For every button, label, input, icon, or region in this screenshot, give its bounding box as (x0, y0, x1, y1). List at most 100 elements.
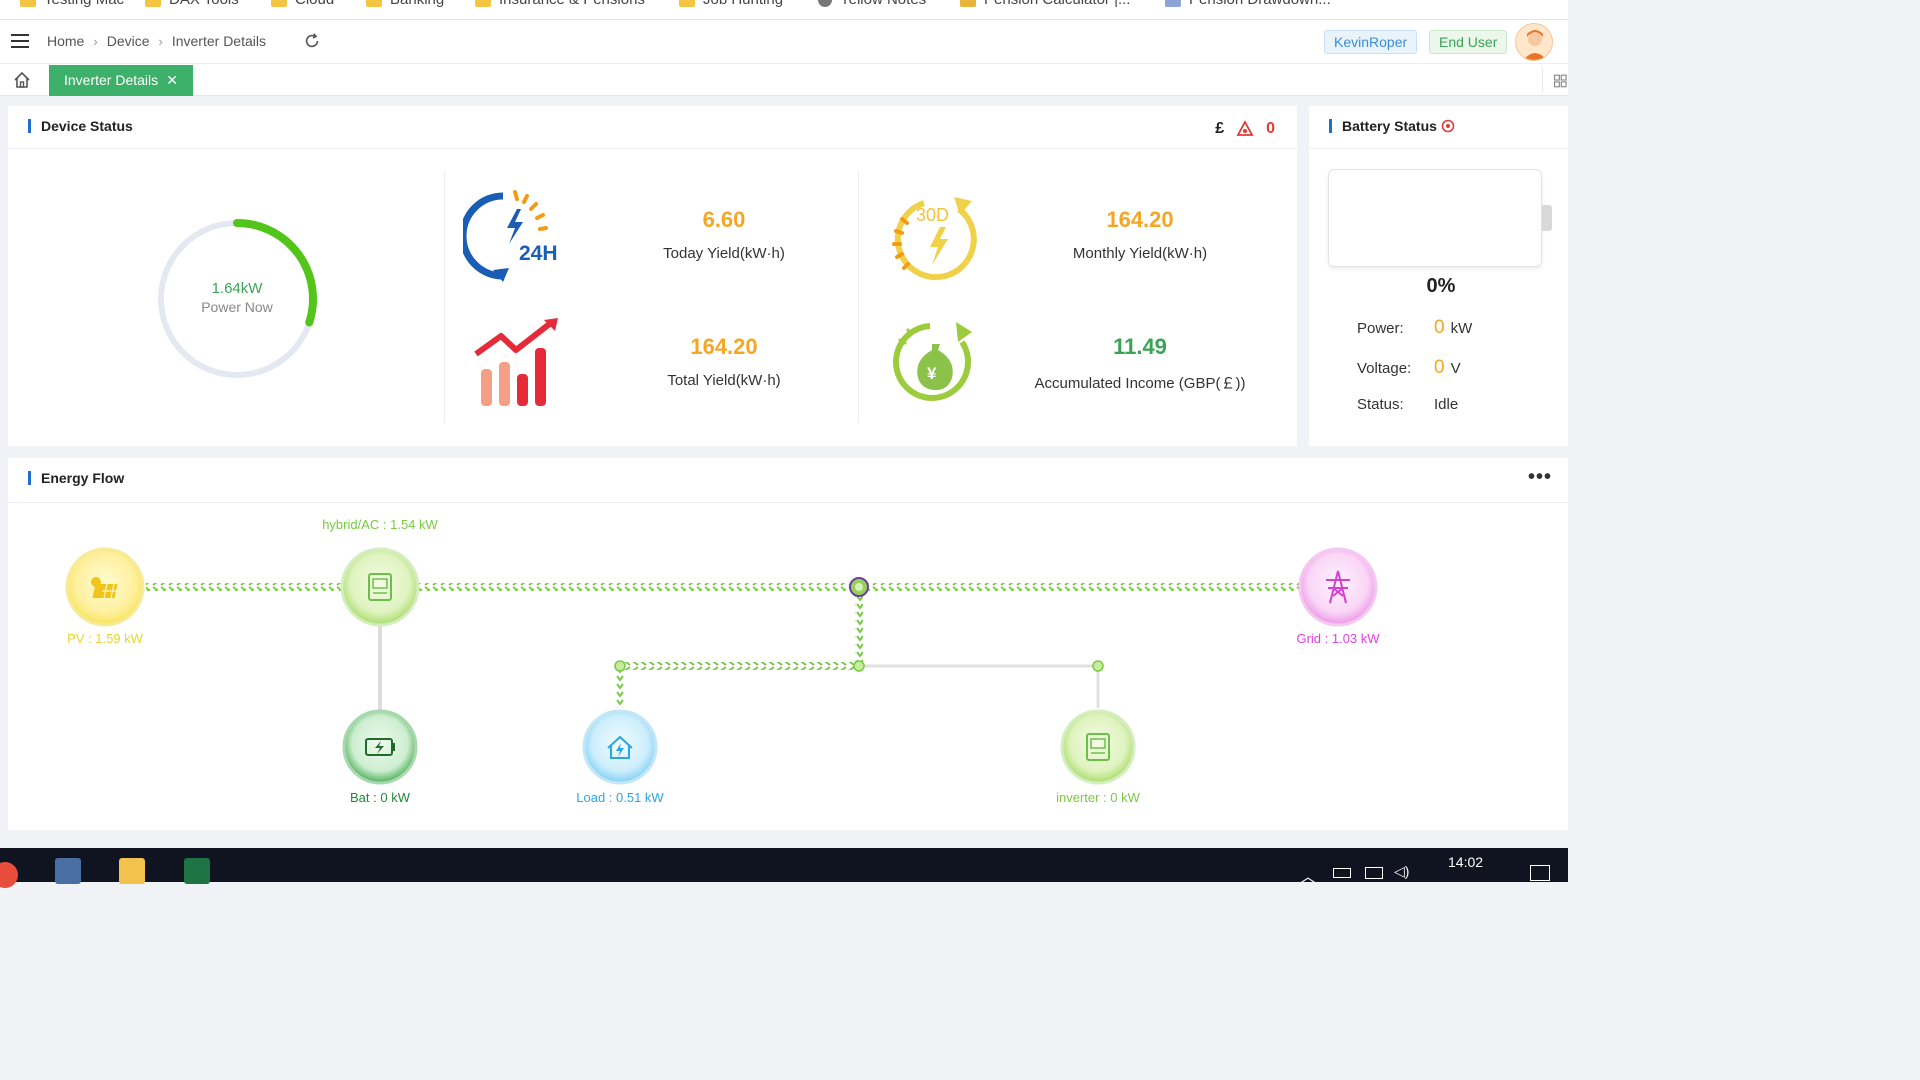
junction-dot (1092, 660, 1104, 672)
battery-power-label: Power: (1357, 320, 1404, 337)
more-icon[interactable]: ••• (1527, 466, 1552, 488)
folder-icon (475, 0, 491, 7)
battery-node[interactable] (342, 709, 418, 785)
flow-line-load-down (616, 668, 624, 708)
network-icon[interactable] (1365, 867, 1383, 879)
grid-node[interactable] (1298, 547, 1378, 627)
battery-level-graphic (1328, 169, 1542, 267)
divider (444, 171, 445, 423)
bookmark-item[interactable]: Banking (366, 0, 444, 8)
bookmarks-bar: Testing Mac DAX Tools Cloud Banking Insu… (0, 0, 1568, 20)
bookmark-label: Testing Mac (44, 0, 124, 8)
junction-dot (853, 660, 865, 672)
notification-icon[interactable] (1530, 865, 1550, 881)
bookmark-label: Cloud (295, 0, 334, 8)
flow-line-to-load (622, 662, 858, 670)
breadcrumb-device[interactable]: Device (106, 33, 150, 49)
load-node[interactable] (582, 709, 658, 785)
bookmark-item[interactable]: Pension Drawdown... (1165, 0, 1331, 8)
bookmark-item[interactable]: Yellow Notes (818, 0, 926, 8)
menu-icon[interactable] (11, 34, 29, 48)
card-title: Device Status (28, 119, 133, 133)
divider (858, 171, 859, 423)
bookmark-item[interactable]: Job Hunting (679, 0, 783, 8)
volume-icon[interactable]: ◁) (1394, 863, 1410, 879)
settings-icon[interactable] (1441, 119, 1455, 133)
battery-power-value: 0 (1434, 317, 1445, 338)
bookmark-favicon (960, 0, 976, 7)
flow-line-pv-hybrid (146, 583, 342, 591)
battery-tray-icon[interactable] (1333, 868, 1351, 878)
battery-status-label: Status: (1357, 396, 1404, 413)
bookmark-label: Pension Calculator |... (984, 0, 1130, 8)
inverter-node[interactable] (1060, 709, 1136, 785)
load-label: Load : 0.51 kW (576, 790, 664, 805)
folder-icon (145, 0, 161, 7)
tab-inverter-details[interactable]: Inverter Details ✕ (49, 65, 193, 96)
total-yield-label: Total Yield(kW·h) (667, 372, 781, 389)
junction-dot-inner (855, 583, 863, 591)
folder-icon (271, 0, 287, 7)
divider (8, 148, 1297, 149)
avatar[interactable] (1515, 23, 1553, 61)
icon-24h-text: 24H (519, 242, 558, 265)
flow-line-hybrid-junction (418, 583, 856, 591)
bookmark-item[interactable]: Pension Calculator |... (960, 0, 1130, 8)
home-icon (607, 735, 633, 759)
flow-line-junction-down (855, 592, 863, 662)
battery-status-row: Status: Idle (1357, 396, 1458, 413)
bookmark-item[interactable]: DAX Tools (145, 0, 239, 8)
battery-voltage-row: Voltage: 0 V (1357, 357, 1461, 379)
bookmark-item[interactable]: Testing Mac (20, 0, 124, 8)
hybrid-node[interactable] (340, 547, 420, 627)
currency-symbol[interactable]: £ (1215, 120, 1225, 137)
power-now-value: 1.64kW (211, 280, 263, 297)
bookmark-label: Job Hunting (703, 0, 783, 8)
tab-bar: Inverter Details ✕ (0, 64, 1568, 96)
bookmark-label: Yellow Notes (840, 0, 926, 8)
total-yield-icon (474, 318, 558, 406)
clock-time[interactable]: 14:02 (1448, 854, 1484, 870)
os-taskbar: ︿ ◁) 14:02 (0, 848, 1568, 888)
refresh-icon[interactable] (303, 32, 321, 50)
user-name-badge[interactable]: KevinRoper (1324, 30, 1418, 54)
calculator-icon[interactable] (55, 858, 81, 884)
battery-voltage-value: 0 (1434, 357, 1445, 378)
battery-icon (365, 738, 395, 756)
today-yield-label: Today Yield(kW·h) (663, 245, 785, 262)
bookmark-label: DAX Tools (169, 0, 239, 8)
excel-icon[interactable] (184, 858, 210, 884)
bookmark-item[interactable]: Cloud (271, 0, 334, 8)
bookmark-label: Insurance & Pensions (499, 0, 645, 8)
today-yield-icon: 24H (463, 190, 558, 282)
alarm-count: 0 (1266, 120, 1275, 137)
battery-voltage-unit: V (1450, 360, 1461, 377)
alarm-icon[interactable] (1236, 120, 1254, 138)
flow-line-junction-grid (866, 583, 1302, 591)
home-icon[interactable] (12, 70, 32, 90)
battery-status-card: Battery Status 0% Power: 0 kW Voltage: 0… (1309, 106, 1568, 446)
close-icon[interactable]: ✕ (166, 72, 178, 88)
income-label: Accumulated Income (GBP(￡)) (1034, 375, 1246, 392)
bookmark-label: Banking (390, 0, 444, 8)
pv-node[interactable] (65, 547, 145, 627)
tab-label: Inverter Details (64, 72, 159, 88)
today-yield-value: 6.60 (702, 207, 746, 232)
chevron-right-icon: › (158, 33, 163, 49)
inverter-label: inverter : 0 kW (1056, 790, 1140, 805)
bookmark-item[interactable]: Insurance & Pensions (475, 0, 645, 8)
chrome-icon[interactable] (0, 862, 18, 888)
pv-label: PV : 1.59 kW (67, 631, 143, 646)
user-role-badge: End User (1429, 30, 1508, 54)
device-status-actions: £ 0 (1215, 120, 1275, 138)
breadcrumb-current: Inverter Details (171, 33, 266, 49)
chevron-up-icon[interactable]: ︿ (1300, 869, 1317, 886)
grid-icon[interactable] (1542, 68, 1568, 92)
folder-icon (366, 0, 382, 7)
monthly-yield-icon: 30D (892, 197, 977, 281)
file-explorer-icon[interactable] (119, 858, 145, 884)
icon-money-text: ¥ (927, 364, 937, 383)
folder-icon (20, 0, 36, 7)
monthly-yield-value: 164.20 (1106, 207, 1174, 232)
breadcrumb-home[interactable]: Home (47, 33, 85, 49)
